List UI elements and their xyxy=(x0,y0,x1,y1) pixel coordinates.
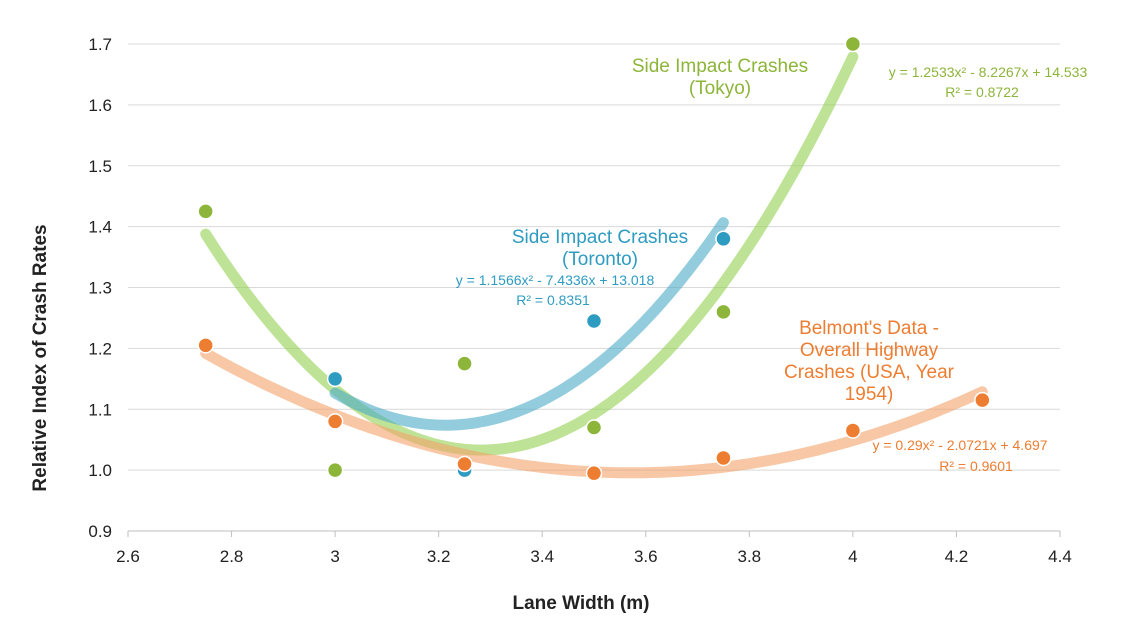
y-tick-label: 1.7 xyxy=(88,35,112,54)
y-tick-label: 1.2 xyxy=(88,339,112,358)
series-label-belmont: Crashes (USA, Year xyxy=(784,362,955,383)
trendline-tokyo xyxy=(200,51,859,456)
data-point-belmont xyxy=(974,391,991,409)
series-label-belmont: Belmont's Data - xyxy=(799,318,939,339)
y-tick-label: 1.3 xyxy=(88,279,112,298)
x-tick-label: 4 xyxy=(848,547,857,566)
series-label-tokyo: Side Impact Crashes xyxy=(632,56,808,77)
data-point-belmont xyxy=(844,422,862,439)
series-label-tokyo: (Tokyo) xyxy=(689,78,751,99)
series-label-belmont: 1954) xyxy=(845,384,894,405)
data-point-tokyo xyxy=(844,35,862,53)
x-tick-label: 3.8 xyxy=(738,547,762,566)
annotations: Side Impact Crashes(Tokyo)y = 1.2533x² -… xyxy=(456,56,1088,474)
data-points xyxy=(197,35,991,482)
data-point-belmont xyxy=(456,455,473,473)
data-point-belmont xyxy=(326,413,344,430)
data-point-toronto xyxy=(326,370,344,388)
gridlines xyxy=(128,43,1060,532)
data-point-belmont xyxy=(585,464,603,482)
data-point-belmont xyxy=(197,337,214,354)
trendline-toronto xyxy=(329,217,729,431)
trend-equation-tokyo: y = 1.2533x² - 8.2267x + 14.533 xyxy=(889,64,1088,80)
data-point-toronto xyxy=(715,230,732,248)
y-tick-label: 1.0 xyxy=(88,461,112,480)
r-squared-belmont: R² = 0.9601 xyxy=(939,458,1013,474)
data-point-tokyo xyxy=(326,461,344,479)
y-tick-label: 1.1 xyxy=(88,400,112,419)
y-axis-title: Relative Index of Crash Rates xyxy=(30,224,51,491)
y-tick-label: 1.5 xyxy=(88,157,112,176)
series-label-toronto: (Toronto) xyxy=(562,249,638,270)
x-axis-title: Lane Width (m) xyxy=(512,593,649,614)
x-tick-label: 3.6 xyxy=(634,547,658,566)
x-tick-label: 3 xyxy=(330,547,339,566)
x-tick-label: 2.6 xyxy=(116,547,140,566)
data-point-tokyo xyxy=(715,303,732,321)
y-tick-label: 1.4 xyxy=(88,218,112,237)
r-squared-tokyo: R² = 0.8722 xyxy=(945,84,1019,100)
x-tick-label: 4.4 xyxy=(1048,547,1072,566)
x-tick-label: 4.2 xyxy=(945,547,969,566)
x-tick-label: 2.8 xyxy=(220,547,244,566)
axes: 0.9 1.0 1.1 1.2 1.3 1.4 1.5 1.6 1.7 2.6 2.8 3 3.2 3.4… xyxy=(88,35,1071,566)
x-tick-label: 3.4 xyxy=(530,547,554,566)
data-point-tokyo xyxy=(585,419,603,436)
r-squared-toronto: R² = 0.8351 xyxy=(516,292,590,308)
data-point-toronto xyxy=(585,312,603,330)
trend-equation-belmont: y = 0.29x² - 2.0721x + 4.697 xyxy=(872,437,1047,453)
data-point-tokyo xyxy=(197,203,214,220)
x-tick-label: 3.2 xyxy=(427,547,451,566)
y-tick-label: 1.6 xyxy=(88,96,112,115)
series-label-toronto: Side Impact Crashes xyxy=(512,227,688,248)
trend-equation-toronto: y = 1.1566x² - 7.4336x + 13.018 xyxy=(456,272,655,288)
data-point-tokyo xyxy=(456,355,473,372)
data-point-belmont xyxy=(715,449,732,467)
y-tick-label: 0.9 xyxy=(88,522,112,541)
series-label-belmont: Overall Highway xyxy=(800,340,939,361)
